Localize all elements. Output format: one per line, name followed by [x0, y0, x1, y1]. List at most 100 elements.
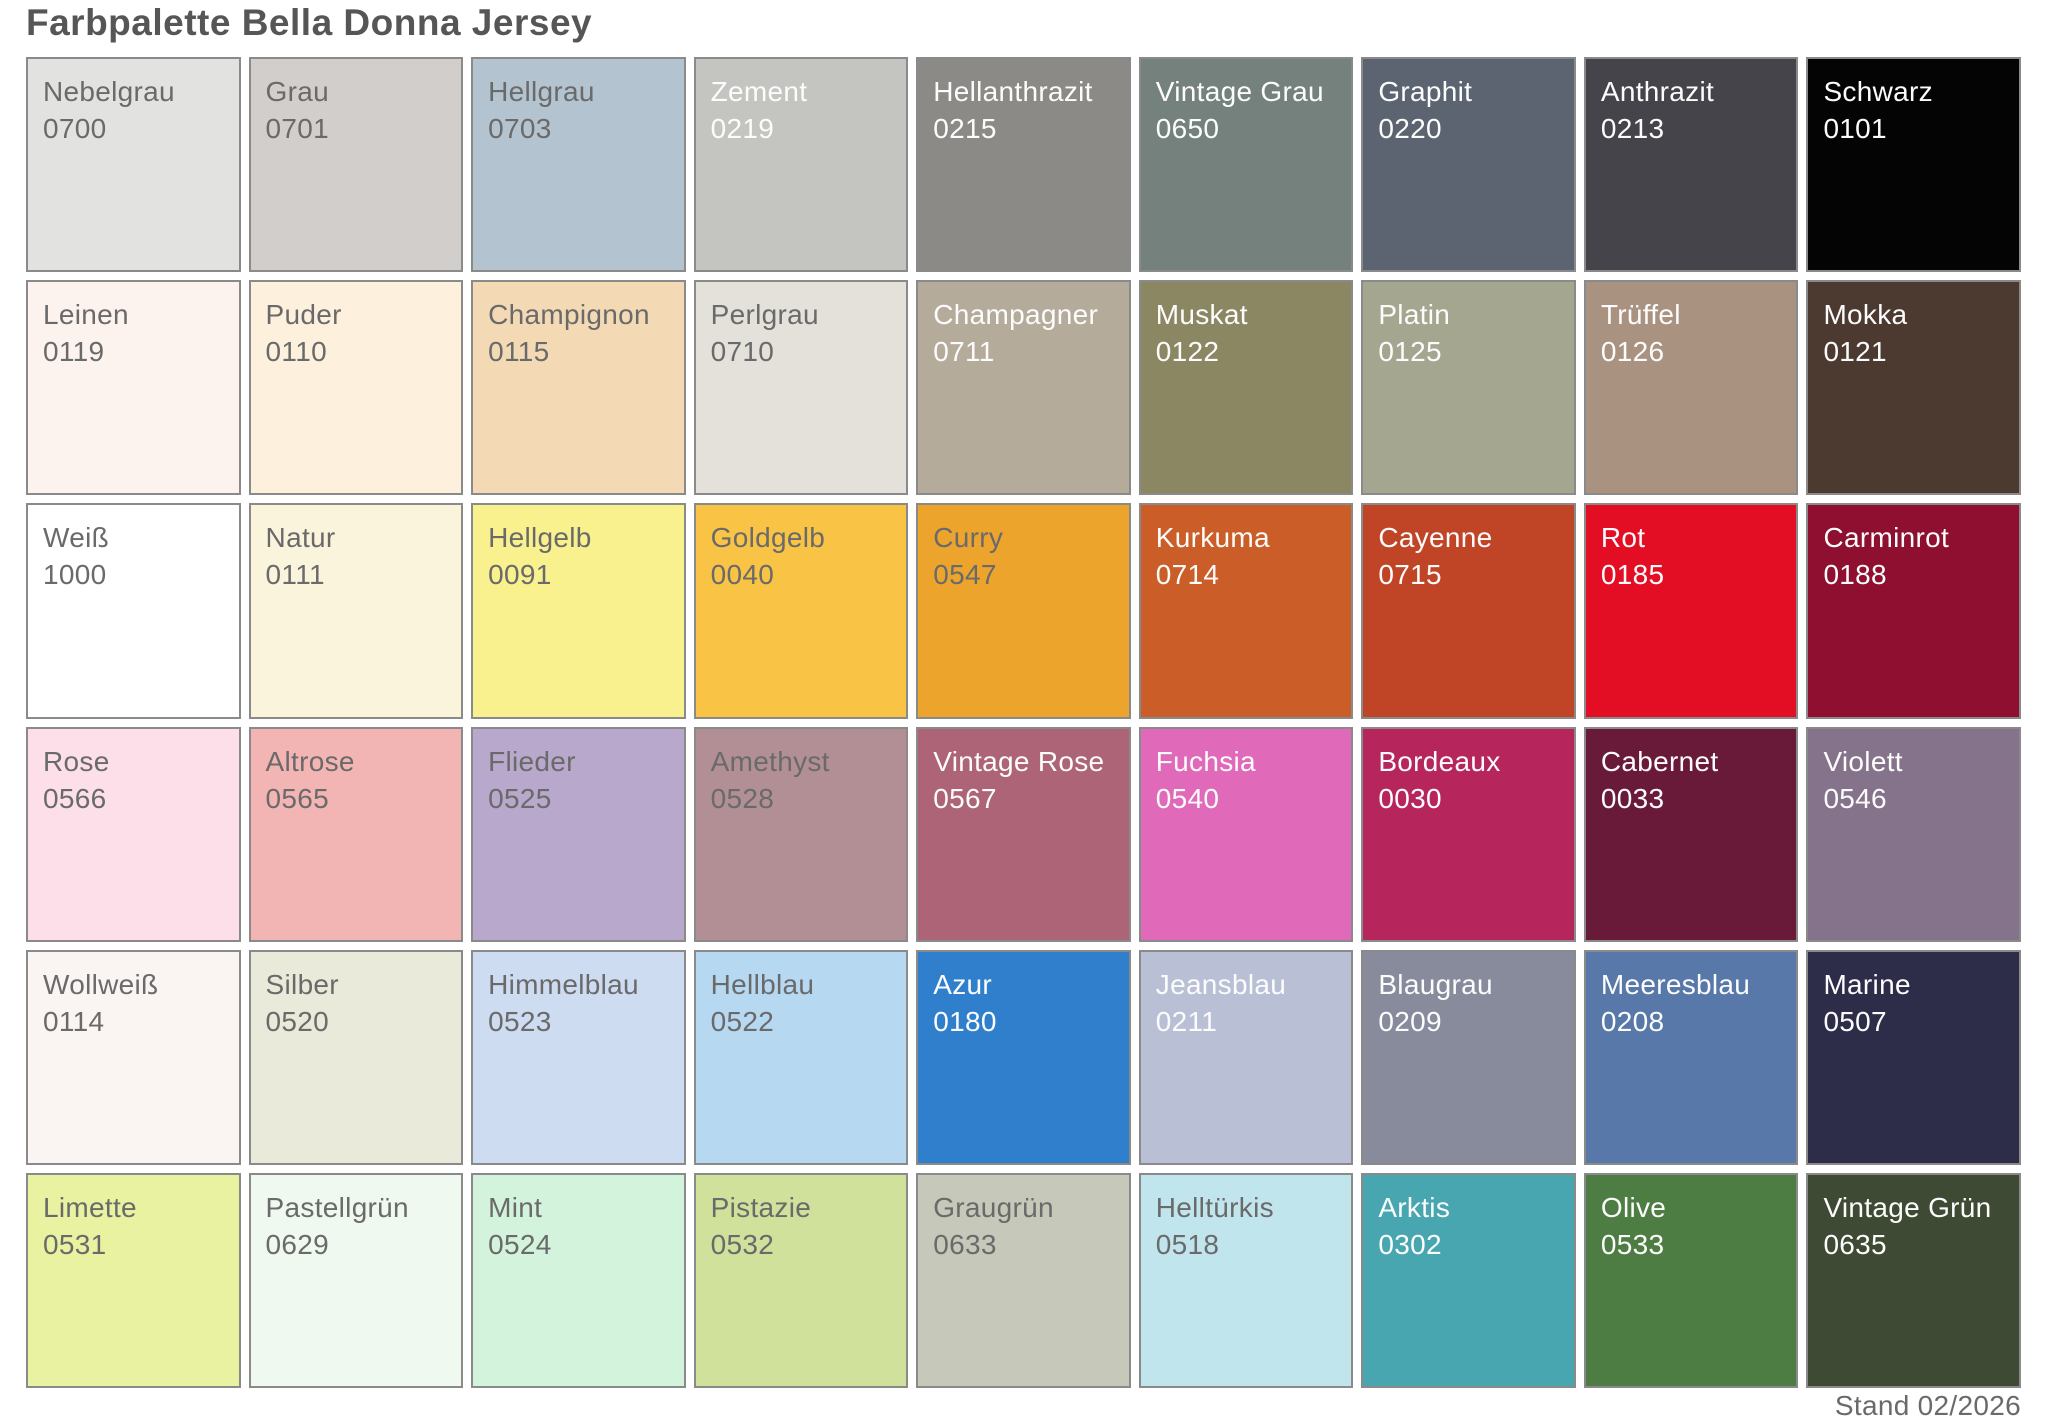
swatch-name: Puder — [265, 299, 342, 331]
color-swatch: Vintage Grau 0650 — [1138, 57, 1354, 273]
swatch-code: 0633 — [933, 1228, 997, 1260]
color-swatch: Perlgrau 0710 — [693, 280, 909, 496]
swatch-name: Hellanthrazit — [933, 76, 1093, 107]
swatch-code: 0215 — [933, 113, 997, 144]
swatch-name: Altrose — [265, 745, 355, 777]
color-swatch: Weiß 1000 — [26, 503, 241, 719]
color-swatch: Meeresblau 0208 — [1583, 949, 1799, 1165]
swatch-code: 0567 — [933, 782, 997, 814]
swatch-name: Muskat — [1155, 299, 1248, 331]
color-swatch: Hellgelb 0091 — [471, 503, 686, 719]
color-swatch: Violett 0546 — [1806, 726, 2021, 942]
swatch-name: Schwarz — [1823, 76, 1933, 107]
swatch-code: 0119 — [43, 336, 105, 368]
color-swatch: Schwarz 0101 — [1806, 57, 2021, 273]
color-swatch: Fuchsia 0540 — [1138, 726, 1354, 942]
swatch-code: 0533 — [1600, 1228, 1665, 1260]
color-swatch: Vintage Grün 0635 — [1806, 1172, 2021, 1388]
swatch-name: Hellblau — [710, 968, 815, 1000]
swatch-name: Blaugrau — [1378, 968, 1493, 1000]
color-swatch: Zement 0219 — [693, 57, 909, 273]
swatch-code: 0110 — [265, 336, 327, 368]
swatch-code: 0710 — [710, 336, 775, 368]
swatch-code: 0220 — [1378, 113, 1442, 144]
color-swatch: Olive 0533 — [1583, 1172, 1799, 1388]
swatch-code: 0518 — [1155, 1228, 1220, 1260]
swatch-code: 0302 — [1378, 1228, 1442, 1260]
swatch-code: 0208 — [1600, 1005, 1665, 1037]
color-swatch: Cayenne 0715 — [1361, 503, 1576, 719]
swatch-name: Cayenne — [1378, 522, 1493, 554]
swatch-name: Silber — [265, 968, 339, 1000]
swatch-name: Carminrot — [1823, 522, 1950, 554]
color-swatch: Leinen 0119 — [26, 280, 241, 496]
swatch-name: Amethyst — [710, 745, 830, 777]
swatch-name: Mokka — [1823, 299, 1908, 331]
color-swatch: Amethyst 0528 — [693, 726, 909, 942]
swatch-code: 0125 — [1378, 336, 1442, 368]
color-swatch: Mokka 0121 — [1806, 280, 2021, 496]
swatch-code: 0547 — [933, 559, 997, 591]
color-swatch: Goldgelb 0040 — [693, 503, 909, 719]
swatch-name: Graphit — [1378, 76, 1473, 107]
swatch-name: Hellgrau — [488, 76, 595, 107]
swatch-code: 0091 — [488, 559, 552, 591]
swatch-name: Meeresblau — [1600, 968, 1751, 1000]
swatch-code: 0522 — [710, 1005, 775, 1037]
swatch-code: 0703 — [488, 113, 552, 144]
color-swatch: Carminrot 0188 — [1806, 503, 2021, 719]
swatch-code: 0523 — [488, 1005, 552, 1037]
color-swatch: Flieder 0525 — [471, 726, 686, 942]
swatch-name: Olive — [1600, 1191, 1667, 1223]
swatch-code: 0115 — [488, 336, 550, 368]
swatch-name: Azur — [933, 968, 992, 1000]
swatch-code: 0540 — [1155, 782, 1220, 814]
swatch-code: 0528 — [710, 782, 775, 814]
version-date: Stand 02/2026 — [1834, 1390, 2021, 1421]
swatch-name: Anthrazit — [1600, 76, 1715, 107]
swatch-name: Flieder — [488, 745, 576, 777]
swatch-code: 0532 — [710, 1228, 775, 1260]
swatch-name: Trüffel — [1600, 299, 1681, 331]
swatch-name: Nebelgrau — [43, 76, 175, 107]
color-swatch: Pastellgrün 0629 — [248, 1172, 464, 1388]
swatch-code: 0188 — [1823, 559, 1887, 591]
swatch-code: 0507 — [1823, 1005, 1887, 1037]
swatch-name: Curry — [933, 522, 1004, 554]
swatch-name: Perlgrau — [710, 299, 819, 331]
color-swatch: Altrose 0565 — [248, 726, 464, 942]
color-swatch: Champagner 0711 — [916, 280, 1131, 496]
swatch-name: Vintage Grün — [1823, 1191, 1992, 1223]
swatch-name: Fuchsia — [1155, 745, 1256, 777]
color-swatch: Cabernet 0033 — [1583, 726, 1799, 942]
swatch-name: Champignon — [488, 299, 650, 331]
swatch-code: 0650 — [1155, 113, 1220, 144]
color-swatch: Hellanthrazit 0215 — [916, 57, 1131, 273]
color-swatch: Vintage Rose 0567 — [916, 726, 1131, 942]
swatch-code: 0126 — [1600, 336, 1665, 368]
swatch-code: 0711 — [933, 336, 995, 368]
color-swatch: Graphit 0220 — [1361, 57, 1576, 273]
swatch-code: 0715 — [1378, 559, 1442, 591]
color-swatch: Trüffel 0126 — [1583, 280, 1799, 496]
color-swatch: Pistazie 0532 — [693, 1172, 909, 1388]
color-swatch-grid: Nebelgrau 0700 Grau 0701 Hellgrau 0703 Zement 0… — [26, 57, 2021, 1388]
swatch-name: Hellgelb — [488, 522, 592, 554]
color-swatch: Kurkuma 0714 — [1138, 503, 1354, 719]
swatch-name: Wollweiß — [43, 968, 159, 1000]
swatch-name: Jeansblau — [1155, 968, 1287, 1000]
color-swatch: Silber 0520 — [248, 949, 464, 1165]
swatch-code: 0030 — [1378, 782, 1442, 814]
swatch-code: 0033 — [1600, 782, 1665, 814]
swatch-code: 0524 — [488, 1228, 552, 1260]
swatch-code: 0180 — [933, 1005, 997, 1037]
color-swatch: Blaugrau 0209 — [1361, 949, 1576, 1165]
swatch-code: 0121 — [1823, 336, 1887, 368]
swatch-code: 0546 — [1823, 782, 1887, 814]
swatch-code: 0040 — [710, 559, 775, 591]
swatch-code: 0213 — [1600, 113, 1665, 144]
swatch-code: 0531 — [43, 1228, 107, 1260]
swatch-name: Mint — [488, 1191, 543, 1223]
swatch-name: Goldgelb — [710, 522, 826, 554]
swatch-name: Himmelblau — [488, 968, 639, 1000]
